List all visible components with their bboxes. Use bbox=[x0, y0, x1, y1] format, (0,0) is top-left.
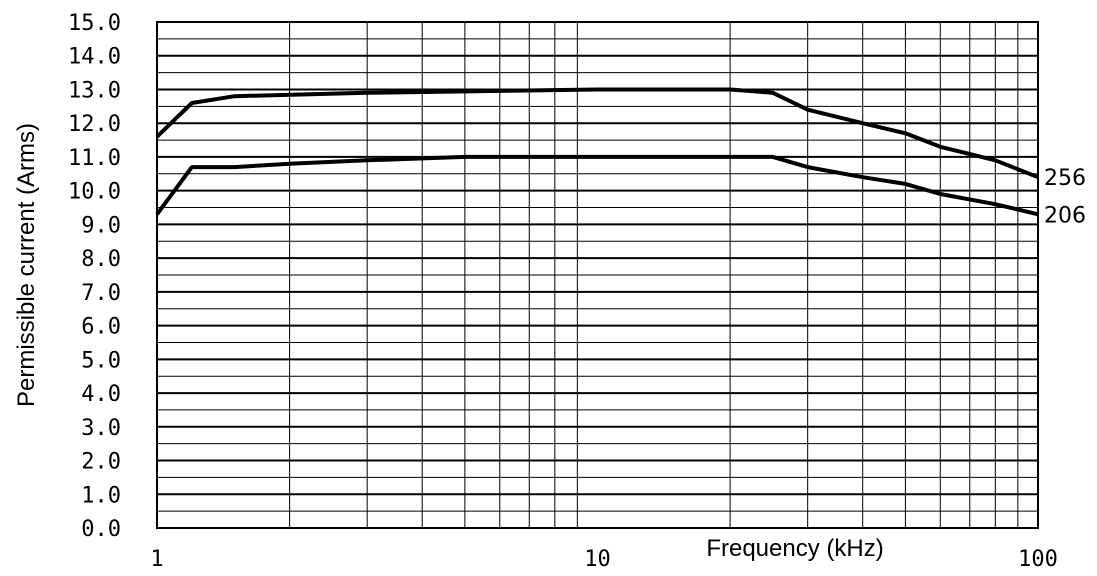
y-tick-label: 2.0 bbox=[81, 450, 121, 475]
plot-border bbox=[156, 21, 1039, 529]
y-tick-label: 14.0 bbox=[68, 45, 121, 70]
x-axis-title: Frequency (kHz) bbox=[706, 535, 883, 562]
y-tick-label: 15.0 bbox=[68, 11, 121, 36]
x-tick-label: 100 bbox=[1018, 547, 1058, 572]
series-label-206: 206 bbox=[1044, 203, 1086, 228]
y-tick-label: 0.0 bbox=[81, 517, 121, 542]
y-tick-label: 11.0 bbox=[68, 146, 121, 171]
x-tick-label: 10 bbox=[584, 547, 611, 572]
y-tick-label: 8.0 bbox=[81, 247, 121, 272]
series-lines bbox=[155, 87, 1039, 217]
series-line-206 bbox=[155, 154, 1039, 217]
series-line-256 bbox=[155, 87, 1039, 180]
y-tick-label: 4.0 bbox=[81, 382, 121, 407]
minor-grid bbox=[157, 22, 1038, 528]
x-tick-label: 1 bbox=[150, 547, 163, 572]
plot-frame bbox=[156, 21, 1039, 529]
y-tick-label: 5.0 bbox=[81, 348, 121, 373]
y-tick-label: 7.0 bbox=[81, 281, 121, 306]
y-tick-label: 1.0 bbox=[81, 483, 121, 508]
y-tick-label: 3.0 bbox=[81, 416, 121, 441]
y-tick-label: 10.0 bbox=[68, 180, 121, 205]
y-tick-label: 9.0 bbox=[81, 213, 121, 238]
y-tick-label: 12.0 bbox=[68, 112, 121, 137]
x-tick-labels: 1 10 100 bbox=[150, 547, 1058, 572]
y-tick-label: 6.0 bbox=[81, 315, 121, 340]
y-tick-label: 13.0 bbox=[68, 78, 121, 103]
y-tick-labels: 0.0 1.0 2.0 3.0 4.0 5.0 6.0 7.0 8.0 9.0 10.0 11.0 12… bbox=[68, 11, 121, 542]
series-label-256: 256 bbox=[1044, 166, 1086, 191]
y-axis-title: Permissible current (Arms) bbox=[13, 123, 40, 407]
